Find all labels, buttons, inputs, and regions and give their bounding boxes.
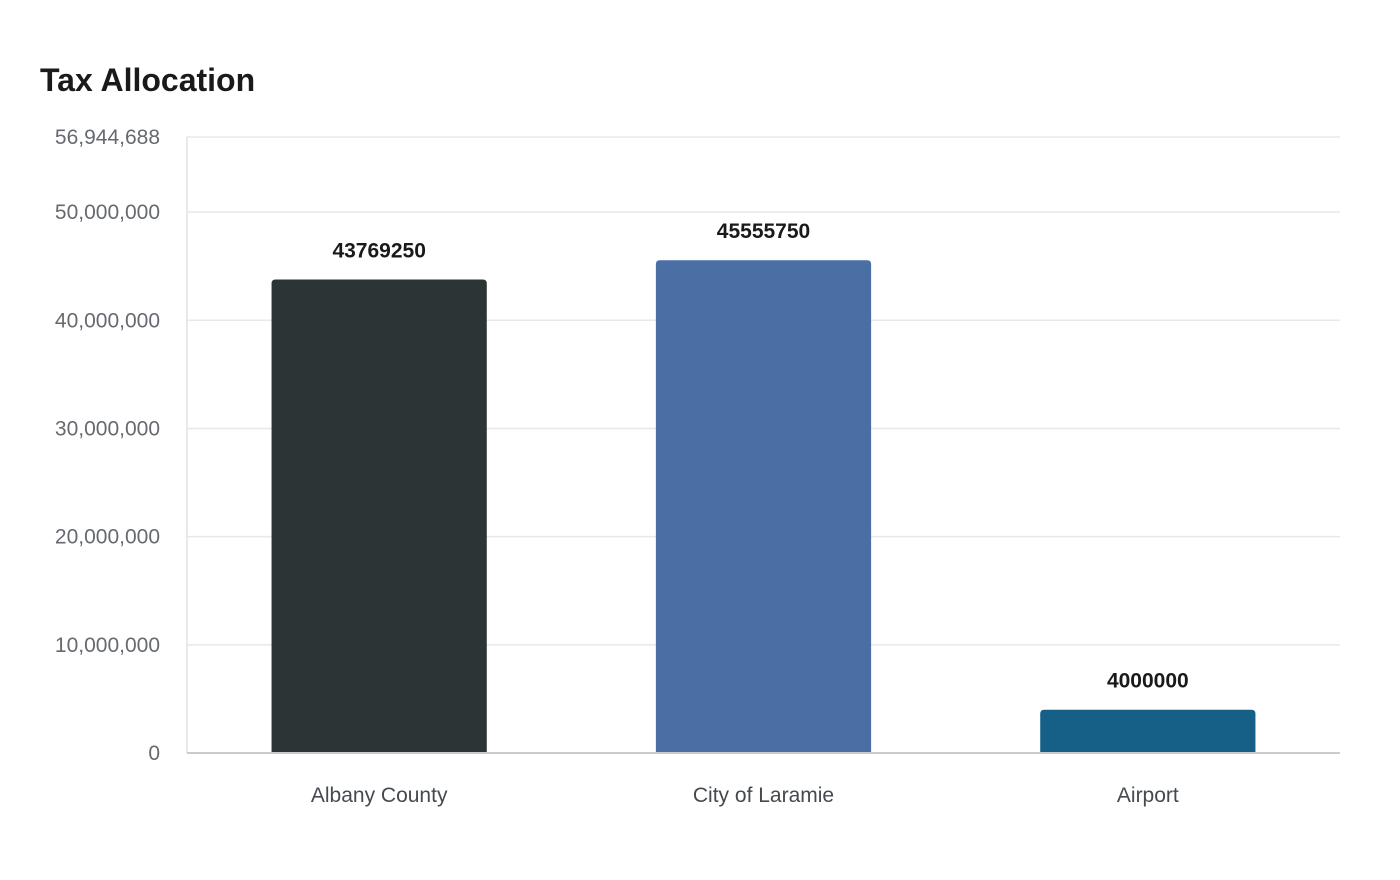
x-category-label: City of Laramie xyxy=(693,784,834,807)
y-tick-label: 50,000,000 xyxy=(55,201,160,224)
bar-value-label: 45555750 xyxy=(717,220,810,243)
y-tick-label: 30,000,000 xyxy=(55,417,160,440)
y-tick-label: 40,000,000 xyxy=(55,309,160,332)
bars xyxy=(271,260,1256,753)
x-axis-category-labels: Albany County City of Laramie Airport xyxy=(311,784,1179,807)
y-tick-label: 56,944,688 xyxy=(55,126,160,149)
axes xyxy=(186,137,1340,754)
chart-title: Tax Allocation xyxy=(40,62,256,98)
y-axis-tick-labels: 0 10,000,000 20,000,000 30,000,000 40,000,00… xyxy=(55,126,160,765)
x-category-label: Airport xyxy=(1117,784,1179,807)
bar-value-label: 43769250 xyxy=(332,240,425,263)
bar-albany-county xyxy=(271,279,487,753)
y-tick-label: 10,000,000 xyxy=(55,634,160,657)
y-tick-label: 20,000,000 xyxy=(55,526,160,549)
bar-value-label: 4000000 xyxy=(1107,670,1189,693)
x-category-label: Albany County xyxy=(311,784,448,807)
y-tick-label: 0 xyxy=(148,742,160,765)
bar-airport xyxy=(1040,709,1256,753)
bar-city-of-laramie xyxy=(655,260,872,753)
data-labels: 43769250 45555750 4000000 xyxy=(332,220,1188,693)
